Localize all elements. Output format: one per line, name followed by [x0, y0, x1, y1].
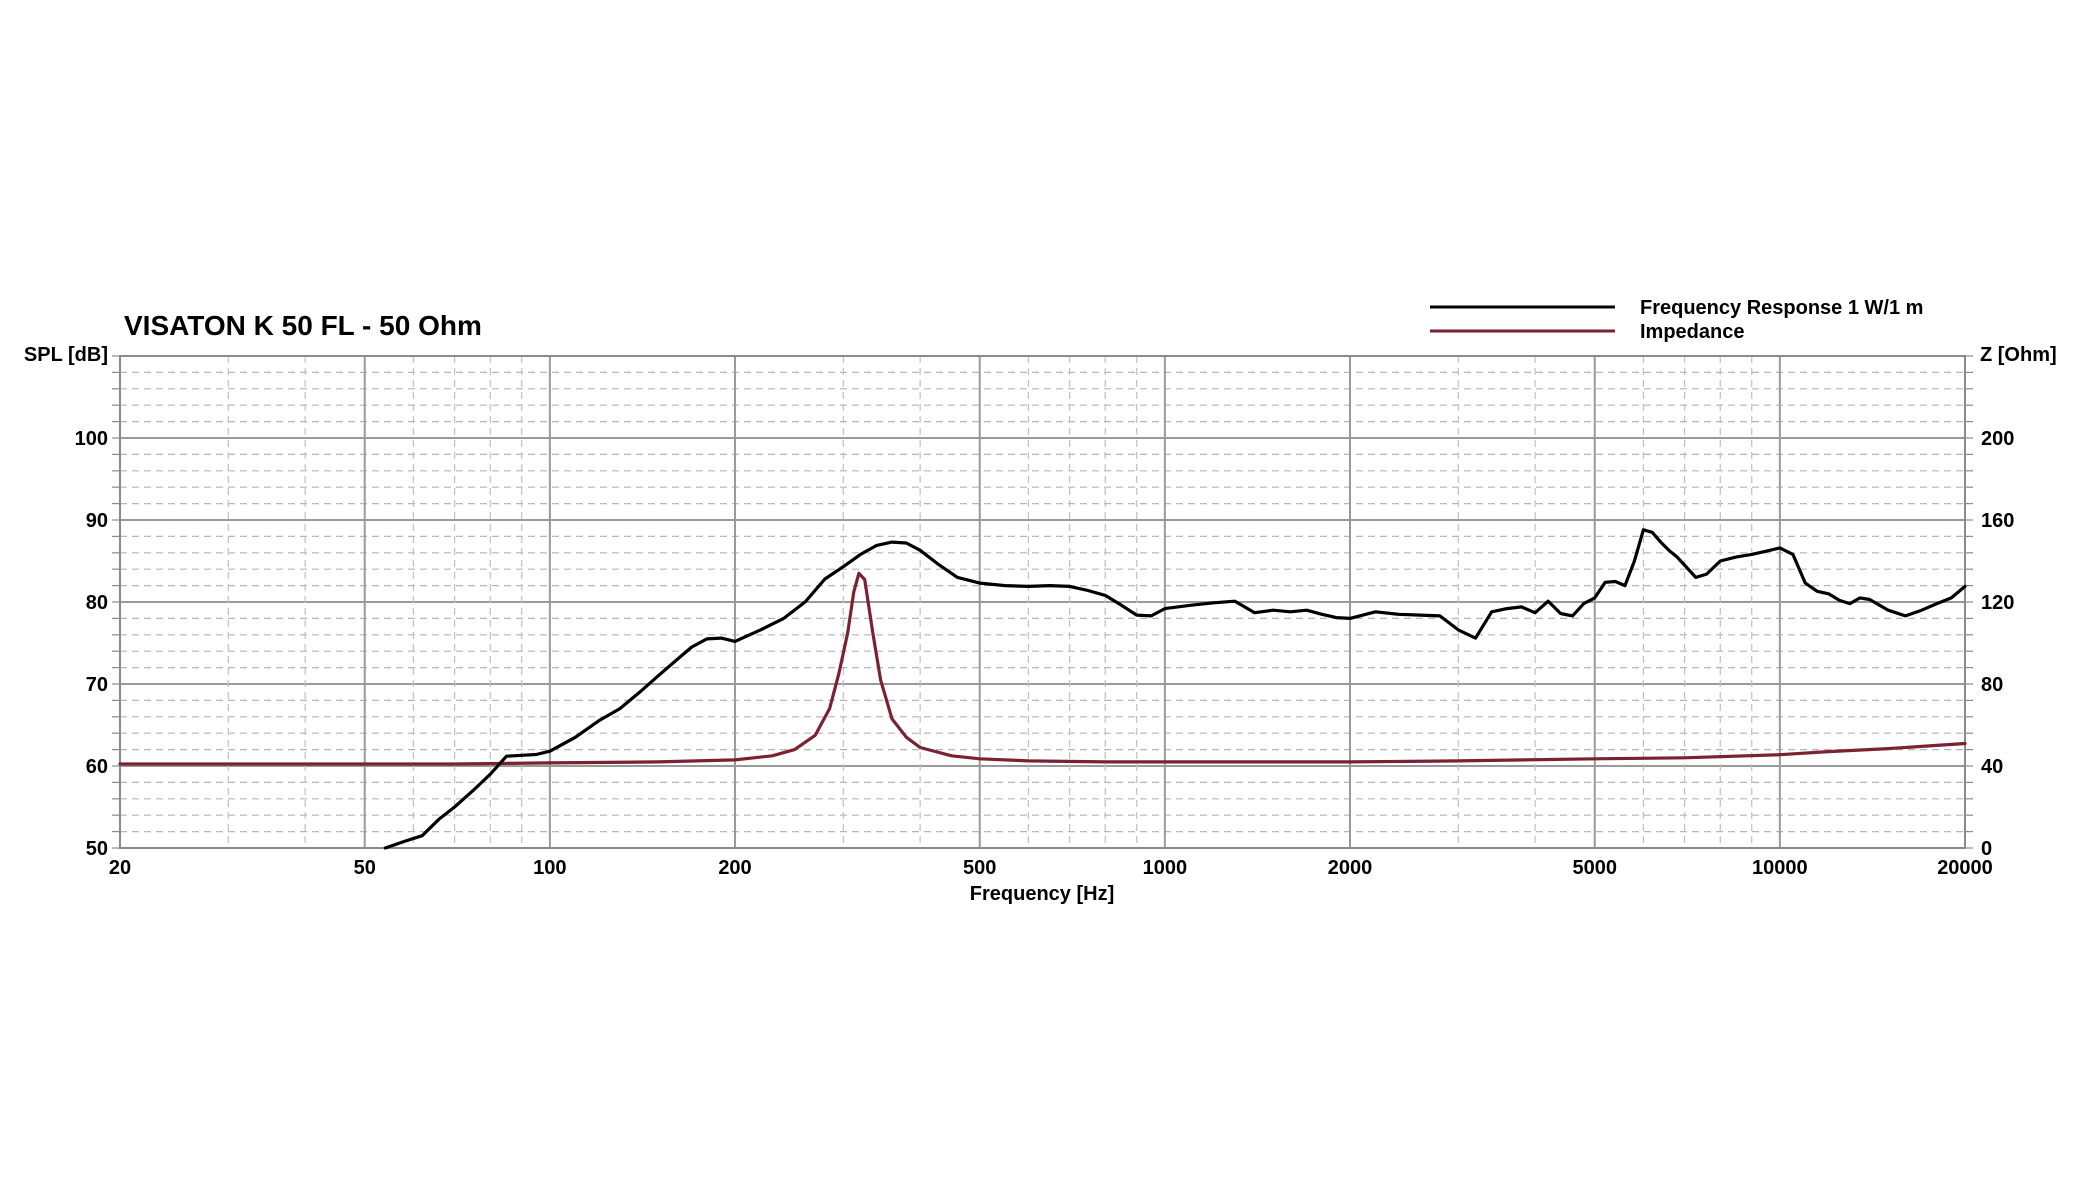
- x-tick-label: 500: [963, 857, 996, 879]
- chart-title: VISATON K 50 FL - 50 Ohm: [124, 310, 482, 341]
- legend: Frequency Response 1 W/1 m Impedance: [1430, 297, 1923, 343]
- x-tick-label: 100: [533, 857, 566, 879]
- x-tick-label: 200: [718, 857, 751, 879]
- y-axis-right-label: Z [Ohm]: [1980, 344, 2057, 366]
- x-tick-label: 50: [354, 857, 376, 879]
- y-right-tick-label: 0: [1981, 838, 1992, 860]
- series-line-frequency-response: [383, 528, 1967, 850]
- y-right-tick-label: 80: [1981, 674, 2003, 696]
- series-layer: [118, 528, 1967, 850]
- y-axis-left-label: SPL [dB]: [24, 344, 108, 366]
- y-right-tick-label: 40: [1981, 756, 2003, 778]
- y-left-tick-label: 90: [86, 510, 108, 532]
- y-right-tick-label: 120: [1981, 592, 2014, 614]
- x-tick-label: 2000: [1328, 857, 1373, 879]
- x-tick-label: 5000: [1572, 857, 1617, 879]
- y-right-tick-label: 200: [1981, 428, 2014, 450]
- y-left-tick-label: 100: [75, 428, 108, 450]
- series-line-impedance: [118, 571, 1967, 766]
- legend-label-impedance: Impedance: [1640, 321, 1744, 343]
- x-tick-label: 10000: [1752, 857, 1808, 879]
- y-left-tick-label: 70: [86, 674, 108, 696]
- x-axis-label: Frequency [Hz]: [970, 883, 1114, 905]
- legend-label-frequency-response: Frequency Response 1 W/1 m: [1640, 297, 1923, 319]
- y-left-tick-label: 50: [86, 838, 108, 860]
- x-tick-label: 20000: [1937, 857, 1993, 879]
- x-tick-label: 20: [109, 857, 131, 879]
- y-left-tick-label: 60: [86, 756, 108, 778]
- grid: [120, 356, 1965, 848]
- y-left-tick-label: 80: [86, 592, 108, 614]
- x-tick-label: 1000: [1143, 857, 1188, 879]
- y-right-tick-label: 160: [1981, 510, 2014, 532]
